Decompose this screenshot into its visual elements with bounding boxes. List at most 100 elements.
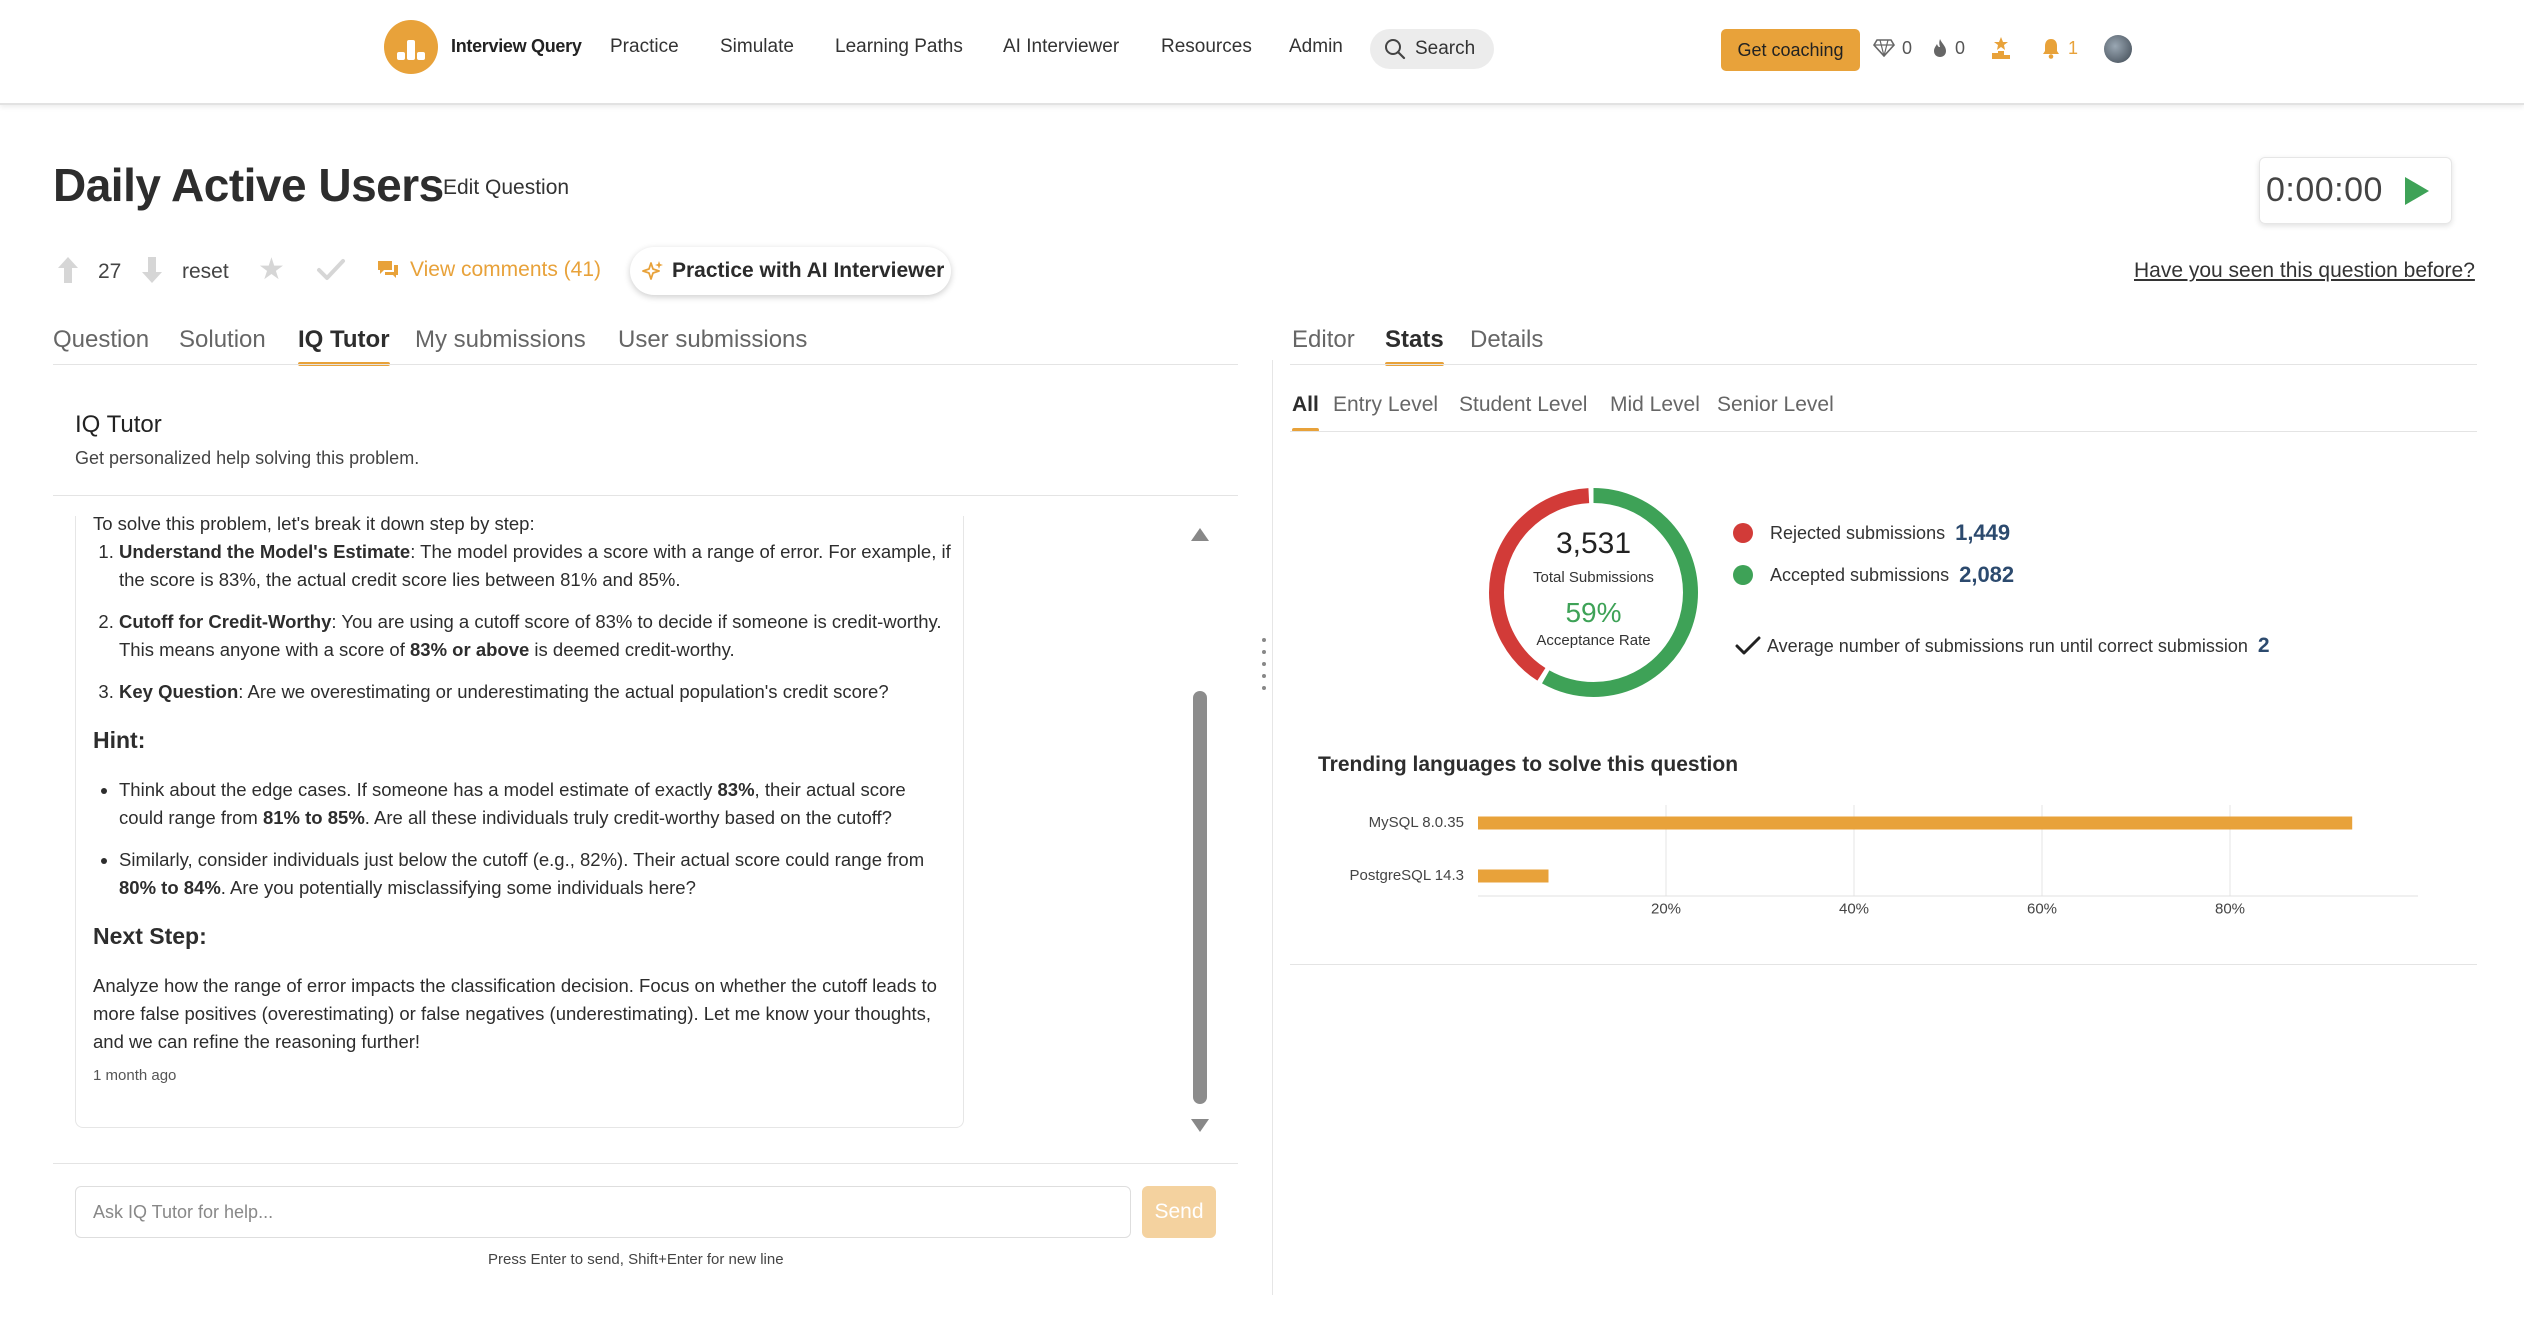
list-item: Similarly, consider individuals just bel… [119,846,953,902]
hint-text: . Are all these individuals truly credit… [364,807,892,828]
avg-submissions-row: Average number of submissions run until … [1735,634,2270,658]
resize-handle[interactable] [1262,638,1268,698]
level-tab-mid[interactable]: Mid Level [1610,393,1700,417]
nav-link-resources[interactable]: Resources [1161,36,1252,57]
level-tab-student[interactable]: Student Level [1459,393,1587,417]
tab-my-submissions[interactable]: My submissions [415,326,586,354]
send-hint-text: Press Enter to send, Shift+Enter for new… [488,1251,784,1268]
vote-count: 27 [98,260,122,283]
gems-counter[interactable]: 0 [1873,36,1912,60]
star-icon[interactable]: ★ [258,253,285,286]
nav-link-learning-paths[interactable]: Learning Paths [835,36,963,57]
level-tab-label: Student Level [1459,393,1588,416]
practice-ai-interviewer-button[interactable]: Practice with AI Interviewer [630,247,951,295]
tab-details-label: Details [1470,326,1544,353]
notifications-button[interactable]: 1 [2041,36,2078,60]
step-bold: 83% or above [410,639,530,660]
tab-stats[interactable]: Stats [1385,326,1444,366]
list-item: Think about the edge cases. If someone h… [119,776,953,832]
top-navbar: Interview Query Practice Simulate Learni… [0,0,2524,105]
steps-list: Understand the Model's Estimate: The mod… [93,538,953,706]
hint-heading: Hint: [93,727,146,753]
timer-display: 0:00:00 [2266,171,2383,209]
hints-list: Think about the edge cases. If someone h… [93,776,953,902]
leaderboard-button[interactable] [1990,36,2019,60]
chat-scrollbar-thumb[interactable] [1193,691,1207,1104]
seen-before-link[interactable]: Have you seen this question before? [2134,259,2475,282]
donut-rejected-arc [1489,488,1698,697]
tab-user-submissions-label: User submissions [618,326,808,353]
active-tab-underline [1292,428,1319,432]
downvote-icon[interactable] [140,255,164,285]
level-tab-label: Entry Level [1333,393,1439,416]
hint-text: Think about the edge cases. If someone h… [119,779,718,800]
hint-bold: 83% [717,779,755,800]
rejected-label: Rejected submissions [1770,522,1946,543]
scroll-up-arrow-icon[interactable] [1191,528,1209,541]
send-button[interactable]: Send [1142,1186,1216,1238]
streak-counter[interactable]: 0 [1932,36,1965,60]
list-item: Key Question: Are we overestimating or u… [119,678,953,706]
brand-name[interactable]: Interview Query [451,36,582,56]
tab-user-submissions[interactable]: User submissions [618,326,807,354]
message-timestamp: 1 month ago [93,1067,177,1084]
donut-accepted-arc [1489,488,1698,697]
chart-category-label: MySQL 8.0.35 [1369,814,1464,831]
list-item: Understand the Model's Estimate: The mod… [119,538,953,594]
next-step-text: Analyze how the range of error impacts t… [93,975,937,1052]
tutor-message-card: To solve this problem, let's break it do… [75,516,964,1128]
search-icon [1385,39,1406,60]
get-coaching-button[interactable]: Get coaching [1721,29,1860,71]
reset-link[interactable]: reset [182,260,229,283]
tab-solution[interactable]: Solution [179,326,266,354]
level-tab-senior[interactable]: Senior Level [1717,393,1834,417]
user-avatar[interactable] [2104,35,2132,63]
view-comments-label: View comments (41) [410,258,602,281]
total-submissions-label: Total Submissions [1533,569,1654,586]
view-comments-link[interactable]: View comments (41) [376,258,601,282]
tab-editor-label: Editor [1292,326,1355,353]
ask-tutor-input[interactable] [75,1186,1131,1238]
rejected-dot-icon [1733,523,1753,543]
tab-question[interactable]: Question [53,326,149,354]
nav-link-simulate[interactable]: Simulate [720,36,794,57]
level-tab-label: All [1292,393,1319,416]
hint-text: Similarly, consider individuals just bel… [119,849,925,870]
tab-details[interactable]: Details [1470,326,1543,354]
mark-complete-icon[interactable] [316,257,346,283]
tab-stats-label: Stats [1385,326,1444,353]
tab-solution-label: Solution [179,326,266,353]
tab-iq-tutor[interactable]: IQ Tutor [298,326,390,366]
avg-submissions-value: 2 [2257,634,2270,657]
right-tabs-divider [1290,364,2477,365]
level-tab-all[interactable]: All [1292,393,1319,432]
trending-languages-chart: 20% 40% 60% 80% MySQL 8.0.35 PostgreSQL 14.3 [1349,805,2418,917]
step-text: is deemed credit-worthy. [529,639,735,660]
tab-editor[interactable]: Editor [1292,326,1355,354]
accepted-dot-icon [1733,565,1753,585]
edit-question-link[interactable]: Edit Question [443,176,570,199]
nav-link-ai-interviewer[interactable]: AI Interviewer [1003,36,1120,57]
tab-iq-tutor-label: IQ Tutor [298,326,390,353]
accepted-count: 2,082 [1959,562,2015,587]
sparkle-icon [642,261,663,280]
nav-link-admin[interactable]: Admin [1289,36,1343,57]
play-icon[interactable] [2404,176,2429,205]
upvote-icon[interactable] [56,255,80,285]
level-tab-entry[interactable]: Entry Level [1333,393,1438,417]
tutor-subtitle: Get personalized help solving this probl… [75,448,420,468]
search-button[interactable]: Search [1370,29,1494,69]
logo-icon[interactable] [384,20,438,74]
notifications-count: 1 [2068,37,2079,58]
step-text: : The model provides a score with a rang… [119,541,951,590]
tab-my-submissions-label: My submissions [415,326,586,353]
diamond-icon [1873,39,1895,57]
flame-icon [1934,39,1946,57]
scroll-down-arrow-icon[interactable] [1191,1119,1209,1132]
nav-link-practice[interactable]: Practice [610,36,679,57]
legend-rejected: Rejected submissions 1,449 [1733,520,2010,546]
chart-tick-label: 40% [1839,900,1869,917]
list-item: Cutoff for Credit-Worthy: You are using … [119,608,953,664]
panel-divider [1272,360,1273,1295]
chart-bar [1478,816,2353,830]
